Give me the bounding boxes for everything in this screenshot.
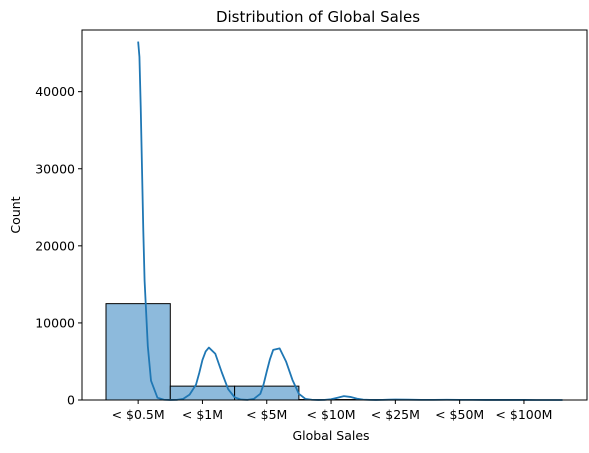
- y-tick-label-3: 30000: [35, 161, 75, 176]
- x-tick-label-5: < $50M: [435, 407, 484, 422]
- chart-title: Distribution of Global Sales: [216, 8, 420, 26]
- kde-group: [137, 41, 563, 401]
- x-tick-label-2: < $5M: [246, 407, 287, 422]
- y-tick-label-4: 40000: [35, 84, 75, 99]
- bar-1: [169, 385, 236, 401]
- bars-group: [105, 303, 557, 401]
- x-axis-title: Global Sales: [292, 428, 369, 443]
- x-tick-label-0: < $0.5M: [112, 407, 165, 422]
- kde-line: [137, 41, 563, 401]
- x-axis: < $0.5M < $1M < $5M < $10M < $25M < $50M < $10…: [112, 400, 552, 422]
- x-tick-label-3: < $10M: [307, 407, 356, 422]
- y-axis: 0 10000 20000 30000 40000: [35, 84, 82, 408]
- y-tick-label-2: 20000: [35, 238, 75, 253]
- bar-2: [234, 385, 300, 401]
- x-tick-label-1: < $1M: [182, 407, 223, 422]
- x-tick-label-4: < $25M: [371, 407, 420, 422]
- bar-0: [105, 303, 171, 401]
- y-tick-label-1: 10000: [35, 315, 75, 330]
- y-axis-title: Count: [8, 196, 23, 233]
- y-tick-label-0: 0: [67, 393, 75, 408]
- x-tick-label-6: < $100M: [495, 407, 552, 422]
- plot-frame: [81, 29, 588, 401]
